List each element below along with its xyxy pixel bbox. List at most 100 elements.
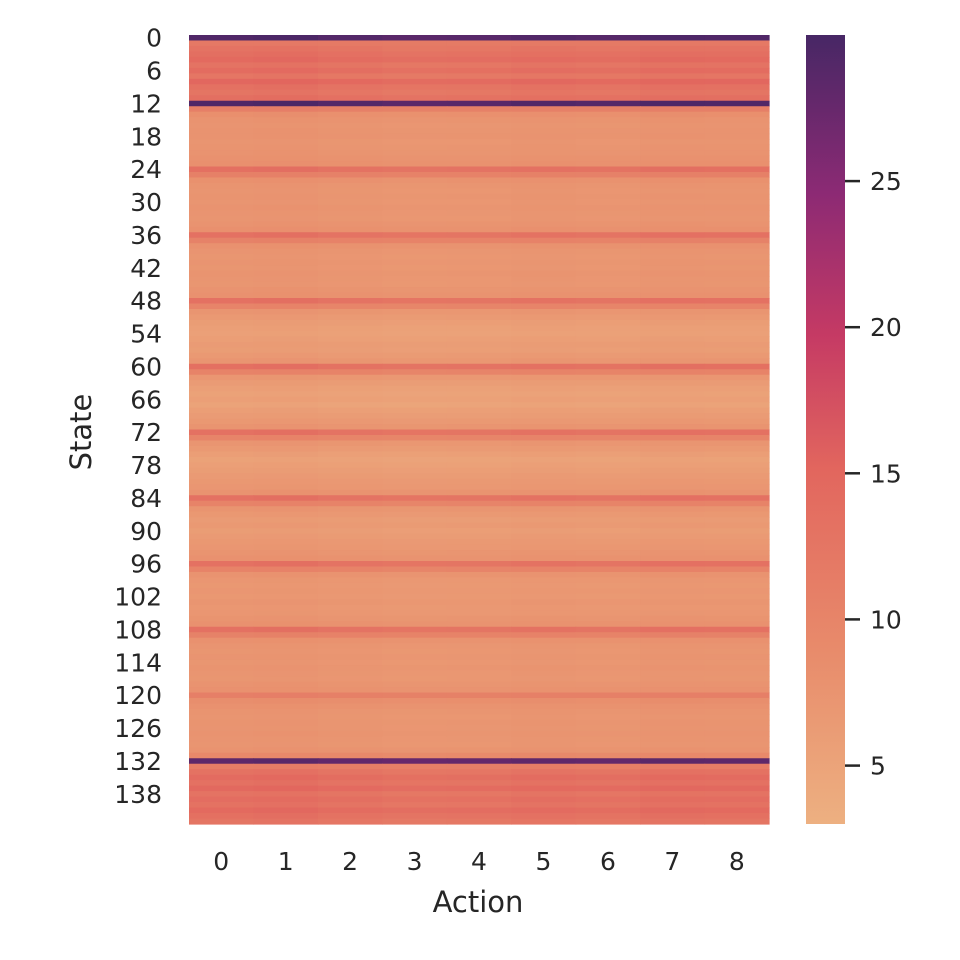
- heatmap-cell: [575, 484, 641, 491]
- heatmap-cell: [446, 188, 512, 195]
- heatmap-cell: [382, 363, 448, 370]
- heatmap-cell: [189, 35, 255, 42]
- heatmap-cell: [382, 210, 448, 217]
- heatmap-cell: [640, 281, 706, 288]
- heatmap-cell: [511, 506, 577, 513]
- heatmap-cell: [575, 111, 641, 118]
- heatmap-cell: [511, 769, 577, 776]
- heatmap-cell: [317, 506, 383, 513]
- heatmap-cell: [575, 193, 641, 200]
- heatmap-cell: [253, 451, 319, 458]
- heatmap-cell: [446, 676, 512, 683]
- heatmap-cell: [640, 544, 706, 551]
- heatmap-cell: [317, 150, 383, 157]
- heatmap-cell: [446, 155, 512, 162]
- heatmap-cell: [575, 122, 641, 129]
- heatmap-cell: [640, 626, 706, 633]
- heatmap-cell: [704, 708, 770, 716]
- heatmap-cell: [575, 204, 641, 211]
- heatmap-cell: [575, 670, 641, 677]
- heatmap-cell: [317, 697, 383, 705]
- heatmap-cell: [189, 303, 255, 310]
- heatmap-cell: [704, 385, 770, 392]
- heatmap-cell: [511, 281, 577, 288]
- heatmap-cell: [382, 544, 448, 551]
- heatmap-cell: [446, 243, 512, 250]
- heatmap-cell: [640, 150, 706, 157]
- heatmap-cell: [575, 561, 641, 568]
- heatmap-cell: [446, 741, 512, 748]
- heatmap-cell: [704, 424, 770, 431]
- x-axis-label: Action: [433, 885, 524, 919]
- heatmap-cell: [704, 484, 770, 491]
- heatmap-cell: [640, 182, 706, 190]
- heatmap-cell: [511, 78, 577, 85]
- heatmap-cell: [446, 555, 512, 562]
- heatmap-cell: [640, 347, 706, 354]
- heatmap-cell: [253, 380, 319, 387]
- heatmap-cell: [253, 402, 319, 409]
- heatmap-cell: [317, 714, 383, 721]
- heatmap-cell: [704, 265, 770, 272]
- heatmap-cell: [640, 95, 706, 102]
- heatmap-cell: [511, 550, 577, 557]
- heatmap-cell: [253, 89, 319, 96]
- heatmap-cell: [640, 550, 706, 557]
- heatmap-cell: [253, 226, 319, 233]
- heatmap-cell: [511, 681, 577, 688]
- y-tick-label: 0: [146, 24, 162, 53]
- heatmap-cell: [253, 352, 319, 359]
- heatmap-cell: [446, 407, 512, 414]
- heatmap-cell: [253, 287, 319, 294]
- heatmap-cell: [253, 45, 319, 53]
- heatmap-cell: [511, 610, 577, 617]
- heatmap-cell: [640, 736, 706, 743]
- heatmap-cell: [575, 571, 641, 579]
- heatmap-cell: [704, 122, 770, 129]
- heatmap-cell: [189, 659, 255, 666]
- heatmap-cell: [189, 440, 255, 447]
- heatmap-cell: [253, 730, 319, 737]
- heatmap-cell: [253, 150, 319, 157]
- heatmap-cell: [575, 730, 641, 737]
- heatmap-cell: [575, 287, 641, 294]
- heatmap-cell: [511, 566, 577, 573]
- heatmap-cell: [382, 281, 448, 288]
- heatmap-cell: [317, 747, 383, 754]
- heatmap-cell: [446, 697, 512, 705]
- heatmap-cell: [704, 621, 770, 628]
- x-tick-label: 5: [535, 847, 551, 876]
- heatmap-cell: [382, 621, 448, 628]
- heatmap-cell: [704, 626, 770, 633]
- heatmap-cell: [511, 495, 577, 502]
- heatmap-cell: [704, 210, 770, 217]
- heatmap-cell: [317, 418, 383, 425]
- heatmap-cell: [575, 374, 641, 381]
- heatmap-cell: [253, 133, 319, 140]
- heatmap-cell: [189, 621, 255, 628]
- heatmap-cell: [640, 374, 706, 381]
- heatmap-cell: [317, 298, 383, 305]
- heatmap-cell: [446, 752, 512, 759]
- heatmap-cell: [575, 495, 641, 502]
- heatmap-cell: [640, 571, 706, 579]
- heatmap-cell: [253, 51, 319, 58]
- heatmap-cell: [640, 813, 706, 820]
- heatmap-cell: [575, 478, 641, 485]
- heatmap-cell: [704, 495, 770, 502]
- heatmap-cell: [317, 615, 383, 622]
- heatmap-cell: [382, 489, 448, 496]
- heatmap-cell: [575, 582, 641, 589]
- heatmap-cell: [189, 654, 255, 661]
- heatmap-cell: [382, 391, 448, 398]
- heatmap-cell: [253, 292, 319, 299]
- heatmap-cell: [253, 796, 319, 803]
- heatmap-cell: [704, 511, 770, 518]
- heatmap-cell: [575, 380, 641, 387]
- heatmap-cell: [189, 539, 255, 546]
- heatmap-cell: [704, 676, 770, 683]
- heatmap-cell: [640, 248, 706, 255]
- heatmap-cell: [575, 62, 641, 69]
- heatmap-cell: [575, 517, 641, 524]
